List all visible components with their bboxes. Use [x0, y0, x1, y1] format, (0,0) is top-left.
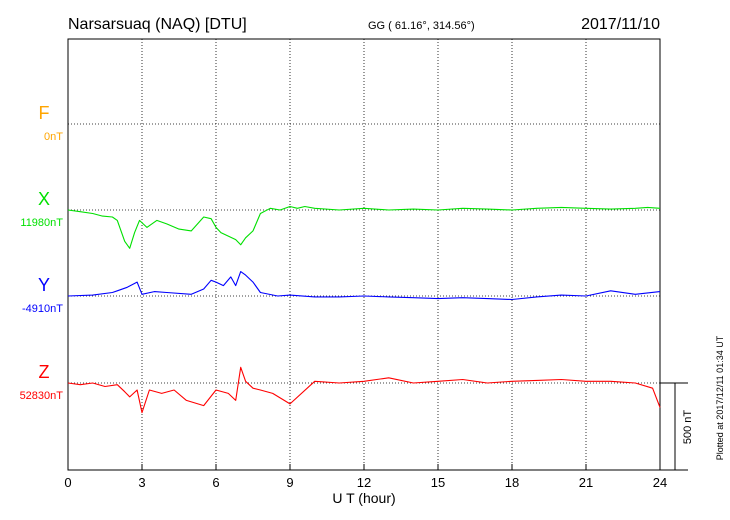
series-line-x	[67, 205, 661, 249]
series-name-f: F	[39, 103, 50, 123]
x-axis-label: U T (hour)	[332, 490, 395, 506]
x-tick-label: 18	[505, 475, 519, 490]
x-tick-label: 6	[212, 475, 219, 490]
series-labels: F 0nT X 11980nT Y -4910nT Z 52830nT	[20, 103, 64, 402]
date-label: 2017/11/10	[581, 16, 660, 33]
x-tick-label: 3	[138, 475, 145, 490]
series-name-z: Z	[39, 362, 50, 382]
series-baseline-x: 11980nT	[20, 217, 63, 229]
series-baseline-f: 0nT	[44, 131, 63, 143]
x-tick-label: 0	[64, 475, 71, 490]
x-tick-label: 21	[579, 475, 593, 490]
x-tick-label: 15	[431, 475, 445, 490]
series-line-y	[67, 271, 661, 301]
geo-coordinates: GG ( 61.16°, 314.56°)	[368, 20, 475, 32]
x-tick-label: 9	[286, 475, 293, 490]
series-name-x: X	[38, 189, 50, 209]
x-axis-ticks: 0 3 6 9 12 15 18 21 24	[64, 464, 667, 490]
plotted-timestamp: Plotted at 2017/12/11 01:34 UT	[715, 335, 725, 460]
scale-bar: 500 nT	[660, 382, 694, 471]
data-lines	[67, 205, 661, 414]
series-baseline-y: -4910nT	[22, 303, 63, 315]
series-line-z	[67, 366, 661, 414]
plot-grid	[68, 39, 660, 470]
station-title: Narsarsuaq (NAQ) [DTU]	[68, 16, 247, 33]
series-baseline-z: 52830nT	[20, 390, 64, 402]
series-name-y: Y	[38, 275, 50, 295]
x-tick-label: 24	[653, 475, 667, 490]
scale-bar-label: 500 nT	[682, 410, 694, 445]
x-tick-label: 12	[357, 475, 371, 490]
